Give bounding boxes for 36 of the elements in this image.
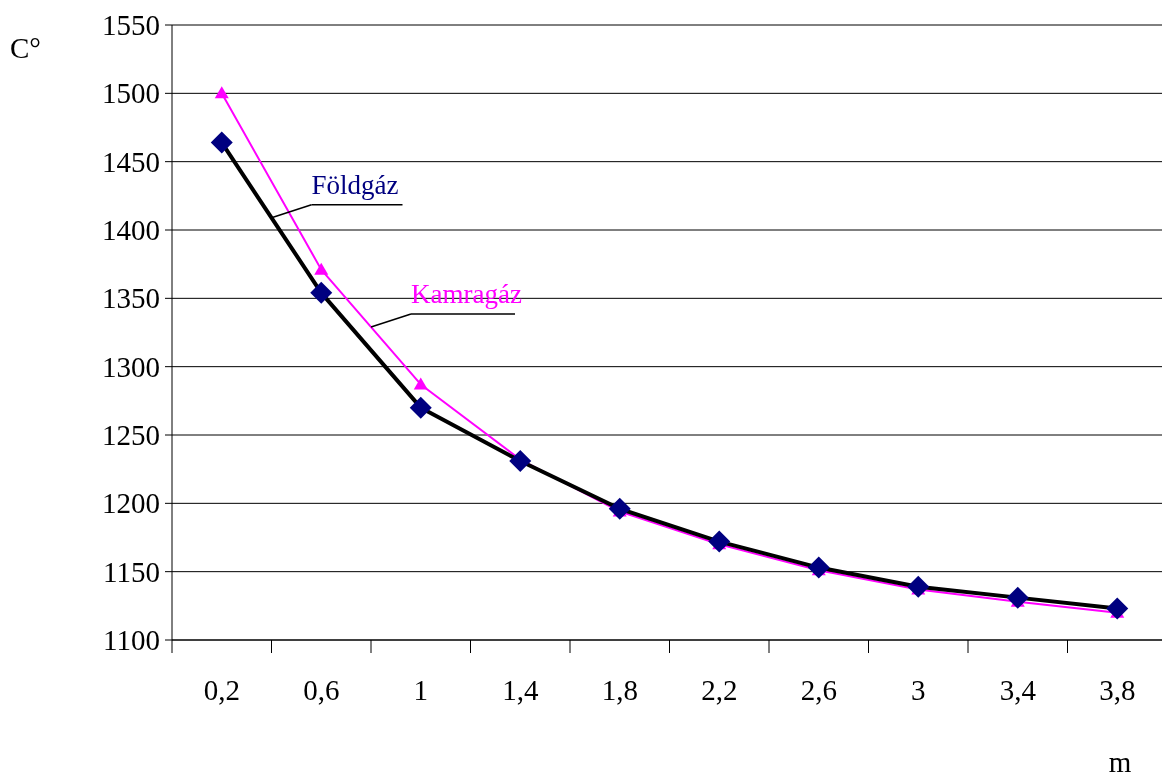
x-tick-label: 0,6 <box>303 674 340 706</box>
point <box>807 556 830 579</box>
y-tick-label: 1250 <box>102 419 160 451</box>
x-tick-label: 1,4 <box>502 674 539 706</box>
point <box>1006 586 1029 609</box>
x-tick-label: 3 <box>911 674 926 706</box>
point <box>907 575 930 598</box>
point <box>413 377 428 390</box>
y-tick-label: 1450 <box>102 145 160 178</box>
y-tick-label: 1550 <box>102 9 160 41</box>
x-tick-label: 1 <box>413 674 428 706</box>
x-tick-label: 2,2 <box>701 674 738 706</box>
y-tick-label: 1300 <box>102 350 160 383</box>
x-tick-label: 3,8 <box>1099 674 1136 706</box>
y-axis-title: C° <box>10 32 41 64</box>
point <box>409 396 432 419</box>
x-tick-label: 1,8 <box>601 674 638 706</box>
x-tick-label: 0,2 <box>203 674 240 706</box>
point <box>708 530 731 553</box>
point <box>210 131 233 154</box>
x-tick-label: 3,4 <box>999 674 1037 706</box>
point <box>509 449 532 472</box>
y-tick-label: 1200 <box>102 487 160 520</box>
point <box>310 281 333 304</box>
point <box>608 497 631 520</box>
series-label: Földgáz <box>311 169 399 200</box>
y-tick-label: 1500 <box>102 77 160 110</box>
y-tick-label: 1100 <box>103 624 160 656</box>
point <box>1106 597 1129 620</box>
y-tick-label: 1400 <box>102 214 160 246</box>
point <box>314 262 329 275</box>
x-tick-label: 2,6 <box>800 674 837 706</box>
point <box>214 86 229 99</box>
y-tick-label: 1150 <box>103 555 160 588</box>
y-tick-label: 1350 <box>102 282 160 315</box>
x-axis-title: m <box>1108 746 1132 778</box>
